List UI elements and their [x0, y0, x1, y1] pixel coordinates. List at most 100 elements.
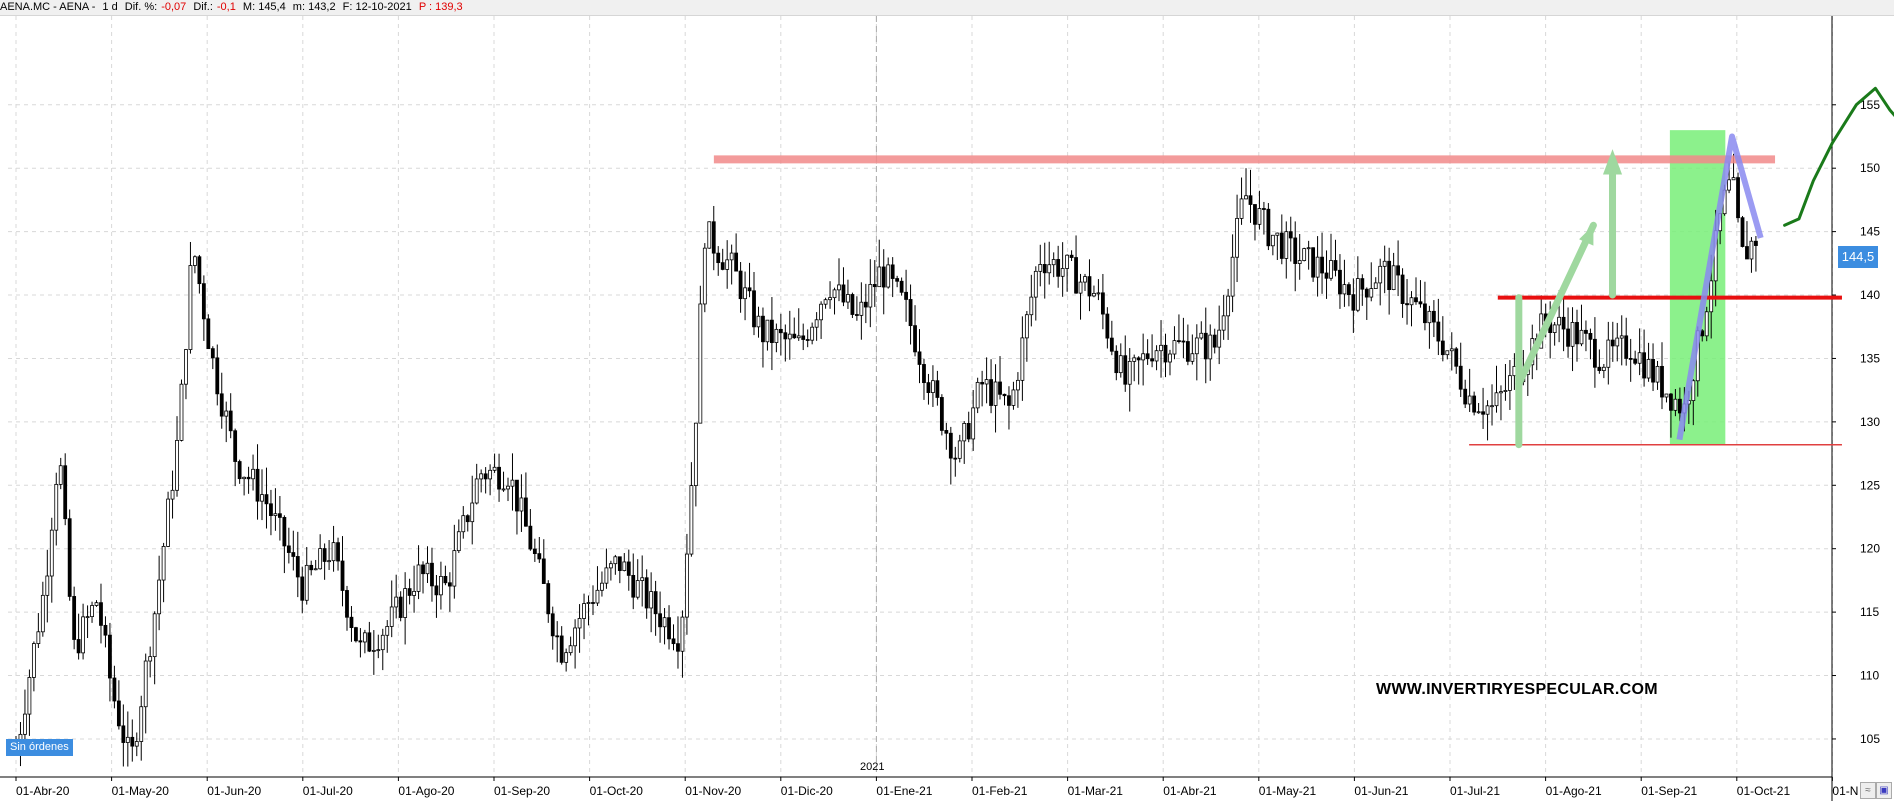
candle-body [371, 649, 376, 652]
candle-body [850, 294, 855, 315]
y-tick-label: 145 [1860, 225, 1880, 239]
candle-body [725, 259, 730, 270]
candle-body [54, 483, 59, 531]
candle-body [166, 498, 170, 547]
candle-body [430, 562, 434, 587]
candle-body [734, 252, 739, 272]
candle-body [872, 284, 877, 288]
candle-body [1002, 393, 1007, 397]
x-tick-label: 01-Sep-21 [1641, 784, 1697, 798]
candle-body [537, 553, 542, 560]
candle-body [613, 556, 618, 565]
candle-body [515, 479, 519, 512]
candle-body [1355, 278, 1360, 311]
candle-body [1503, 390, 1508, 392]
candle-body [277, 513, 282, 518]
candle-body [1293, 237, 1298, 264]
candle-body [1619, 335, 1624, 339]
candle-body [676, 643, 680, 652]
candle-body [188, 265, 193, 350]
x-tick-label: 01-Abr-20 [16, 784, 70, 798]
candle-body [264, 494, 269, 505]
candle-body [1624, 335, 1629, 359]
candle-body [761, 315, 765, 343]
candle-body [49, 529, 54, 577]
candle-body [729, 252, 734, 261]
candle-body [868, 284, 873, 308]
candle-body [1597, 366, 1602, 371]
candle-body [617, 556, 622, 571]
zoom-button[interactable]: ≈ [1860, 782, 1876, 799]
candle-body [778, 328, 783, 334]
candle-body [367, 632, 372, 652]
projection-arrow [1515, 221, 1597, 388]
candle-body [573, 627, 578, 647]
candle-body [224, 410, 229, 417]
candle-body [108, 634, 112, 679]
candle-body [1704, 311, 1709, 337]
candle-body [1235, 218, 1239, 258]
candle-body [1011, 389, 1016, 406]
candle-body [738, 270, 743, 300]
y-tick-label: 105 [1860, 732, 1880, 746]
candle-body [752, 290, 756, 328]
candle-body [948, 432, 953, 459]
candle-body [519, 497, 524, 512]
candle-body [497, 466, 501, 490]
candle-body [255, 468, 260, 502]
candle-body [989, 379, 993, 406]
candle-body [286, 545, 291, 553]
dif-value: -0,1 [216, 1, 236, 13]
candle-body [1177, 340, 1181, 343]
candle-body [1065, 254, 1070, 269]
candle-body [1024, 314, 1029, 339]
candle-body [1677, 398, 1682, 414]
candle-body [1141, 353, 1146, 361]
candle-body [608, 563, 613, 569]
candle-body [939, 397, 944, 431]
candle-body [1127, 360, 1132, 385]
candle-body [470, 502, 475, 523]
candle-body [1248, 195, 1253, 205]
candle-body [631, 575, 636, 598]
candle-body [407, 588, 412, 596]
candle-body [447, 582, 452, 587]
candle-body [564, 652, 569, 663]
candle-body [304, 564, 309, 601]
candle-body [550, 613, 555, 637]
y-tick-label: 135 [1860, 351, 1880, 365]
candle-body [1190, 353, 1195, 362]
x-tick-label: 01-May-20 [112, 784, 170, 798]
candle-body [770, 319, 774, 343]
candle-body [1338, 269, 1342, 295]
candle-body [917, 351, 922, 365]
candle-body [336, 542, 340, 562]
candle-body [832, 289, 837, 299]
candle-body [626, 561, 631, 576]
candle-body [1270, 234, 1275, 247]
candle-body [743, 287, 747, 300]
price-label: P : 139,3 [418, 1, 463, 13]
x-tick-label: 01-Jun-21 [1354, 784, 1408, 798]
candle-body [837, 284, 841, 291]
candle-body [591, 602, 595, 604]
candle-body [1168, 353, 1172, 363]
candle-body [1007, 395, 1011, 406]
x-tick-label: 01-Dic-20 [781, 784, 833, 798]
candle-body [1575, 322, 1579, 345]
candle-body [152, 613, 157, 658]
candle-body [90, 605, 94, 618]
save-icon[interactable]: ▣ [1876, 782, 1892, 799]
candle-body [322, 548, 327, 562]
y-tick-label: 125 [1860, 478, 1880, 492]
candle-body [810, 326, 815, 341]
candle-body [1400, 274, 1405, 304]
candle-body [644, 577, 649, 609]
candle-body [1342, 284, 1347, 295]
candle-body [170, 489, 175, 500]
candle-body [1038, 264, 1043, 272]
candle-body [1033, 270, 1038, 298]
candle-body [1123, 355, 1128, 385]
candle-body [1346, 284, 1351, 296]
